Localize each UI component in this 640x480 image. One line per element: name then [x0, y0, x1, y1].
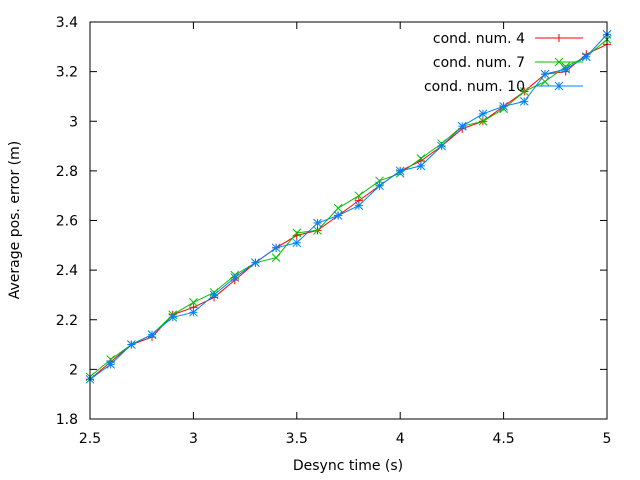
x-axis-label: Desync time (s) [293, 458, 403, 474]
data-point [209, 290, 219, 300]
data-point [333, 211, 343, 220]
data-point [540, 69, 550, 79]
legend-marker [555, 34, 563, 42]
data-point [416, 154, 426, 163]
y-tick-label: 2 [69, 362, 78, 378]
data-point [478, 116, 488, 126]
data-point [561, 64, 570, 74]
data-point [333, 203, 343, 213]
y-tick-label: 3.4 [56, 15, 78, 31]
data-point [375, 181, 384, 191]
data-point [581, 52, 591, 62]
y-tick-label: 2.8 [56, 164, 78, 180]
axis-ticks: 2.5 3 3.5 4 4.5 5 1.8 2 2.2 2.4 2.6 2.8 3 3.2 3.4 [56, 15, 612, 447]
x-tick-label: 5 [603, 431, 612, 447]
data-point [416, 161, 426, 171]
data-point [230, 273, 240, 282]
data-point [540, 77, 550, 86]
data-point [292, 228, 302, 238]
legend-label: cond. num. 7 [433, 55, 525, 71]
x-tick-label: 3 [189, 431, 198, 447]
data-point [271, 243, 281, 253]
y-axis-label: Average pos. error (m) [7, 141, 23, 300]
x-tick-label: 4.5 [492, 431, 514, 447]
data-point [292, 238, 302, 248]
y-tick-label: 2.4 [56, 263, 78, 279]
data-point [127, 340, 136, 349]
data-point [271, 253, 281, 263]
series-3 [85, 30, 612, 384]
y-tick-label: 3.2 [56, 65, 78, 81]
legend-marker [554, 81, 564, 91]
data-point [457, 121, 467, 131]
legend-label: cond. num. 10 [424, 79, 525, 95]
data-point [437, 141, 446, 151]
series-layer [85, 30, 612, 384]
x-tick-label: 2.5 [79, 431, 101, 447]
series-line [89, 34, 608, 380]
legend: cond. num. 4 cond. num. 7 cond. num. 10 [424, 31, 583, 95]
plot-frame [89, 21, 608, 420]
y-tick-label: 1.8 [56, 412, 78, 428]
data-point [251, 258, 260, 268]
y-tick-label: 2.6 [56, 214, 78, 230]
data-point [189, 298, 198, 307]
series-1 [86, 40, 611, 384]
data-point [395, 166, 405, 176]
y-tick-label: 2.2 [56, 313, 78, 329]
data-point [354, 191, 364, 201]
data-point [313, 218, 322, 228]
data-point [519, 97, 529, 106]
data-point [147, 330, 157, 339]
data-point [519, 87, 529, 96]
x-tick-label: 3.5 [286, 431, 308, 447]
data-point [478, 109, 488, 119]
data-point [189, 307, 198, 317]
y-tick-label: 3 [69, 114, 78, 130]
x-tick-label: 4 [396, 431, 405, 447]
data-point [106, 360, 116, 369]
data-point [168, 312, 178, 322]
data-point [354, 201, 364, 210]
data-point [499, 102, 508, 111]
legend-label: cond. num. 4 [433, 31, 525, 47]
data-point [313, 226, 322, 235]
legend-marker [554, 57, 564, 67]
